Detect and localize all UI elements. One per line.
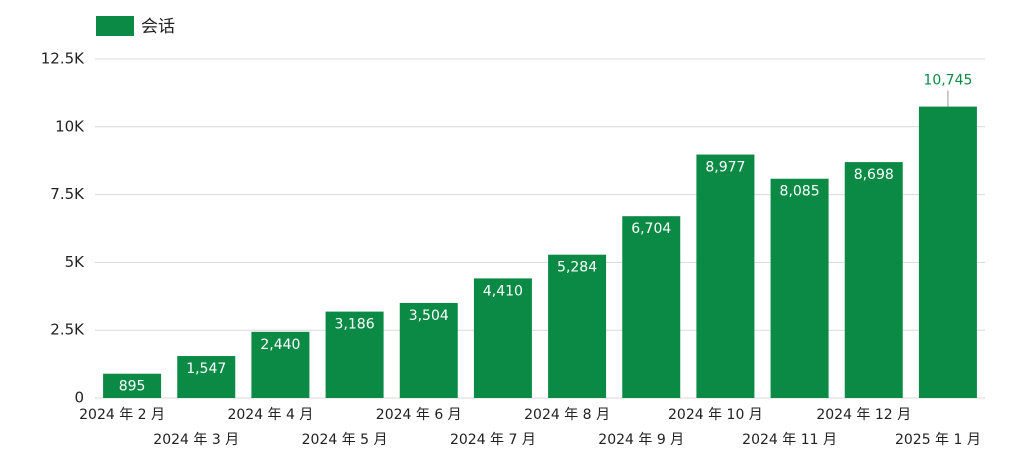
x-tick-label: 2024 年 4 月 <box>227 407 313 423</box>
bar <box>844 162 903 398</box>
x-tick-label: 2025 年 1 月 <box>895 432 981 448</box>
value-label: 895 <box>119 379 146 395</box>
bar <box>399 302 458 398</box>
value-label: 8,698 <box>854 167 894 183</box>
value-label: 3,504 <box>409 308 449 324</box>
bar <box>622 216 681 398</box>
x-tick-label: 2024 年 2 月 <box>79 407 165 423</box>
y-tick-label: 7.5K <box>50 185 85 203</box>
value-label: 6,704 <box>631 221 671 237</box>
bar <box>696 154 755 398</box>
y-tick-label: 10K <box>55 117 85 135</box>
value-label: 8,085 <box>780 184 820 200</box>
x-tick-label: 2024 年 7 月 <box>450 432 536 448</box>
bar <box>251 331 310 398</box>
x-tick-label: 2024 年 12 月 <box>816 407 911 423</box>
value-label: 10,745 <box>923 73 972 89</box>
legend-label: 会话 <box>141 17 175 37</box>
value-label: 4,410 <box>483 283 523 299</box>
value-label: 1,547 <box>186 361 226 377</box>
bar <box>177 356 236 398</box>
legend-swatch <box>96 16 134 36</box>
bar <box>103 373 162 398</box>
bar <box>918 106 977 399</box>
y-tick-label: 2.5K <box>50 321 85 339</box>
bar <box>548 254 607 398</box>
y-tick-label: 5K <box>65 253 86 271</box>
value-label: 2,440 <box>260 337 300 353</box>
x-tick-label: 2024 年 5 月 <box>302 432 388 448</box>
x-tick-label: 2024 年 8 月 <box>524 407 610 423</box>
bar <box>325 311 384 398</box>
x-tick-label: 2024 年 10 月 <box>668 407 763 423</box>
bar <box>770 178 829 398</box>
y-tick-label: 0 <box>74 389 84 407</box>
x-tick-label: 2024 年 6 月 <box>376 407 462 423</box>
bar <box>473 278 532 398</box>
value-label: 3,186 <box>335 317 375 333</box>
x-tick-label: 2024 年 11 月 <box>742 432 837 448</box>
x-tick-label: 2024 年 3 月 <box>153 432 239 448</box>
value-label: 5,284 <box>557 260 597 276</box>
y-tick-label: 12.5K <box>41 50 85 68</box>
x-tick-label: 2024 年 9 月 <box>598 432 684 448</box>
value-label: 8,977 <box>705 160 745 176</box>
